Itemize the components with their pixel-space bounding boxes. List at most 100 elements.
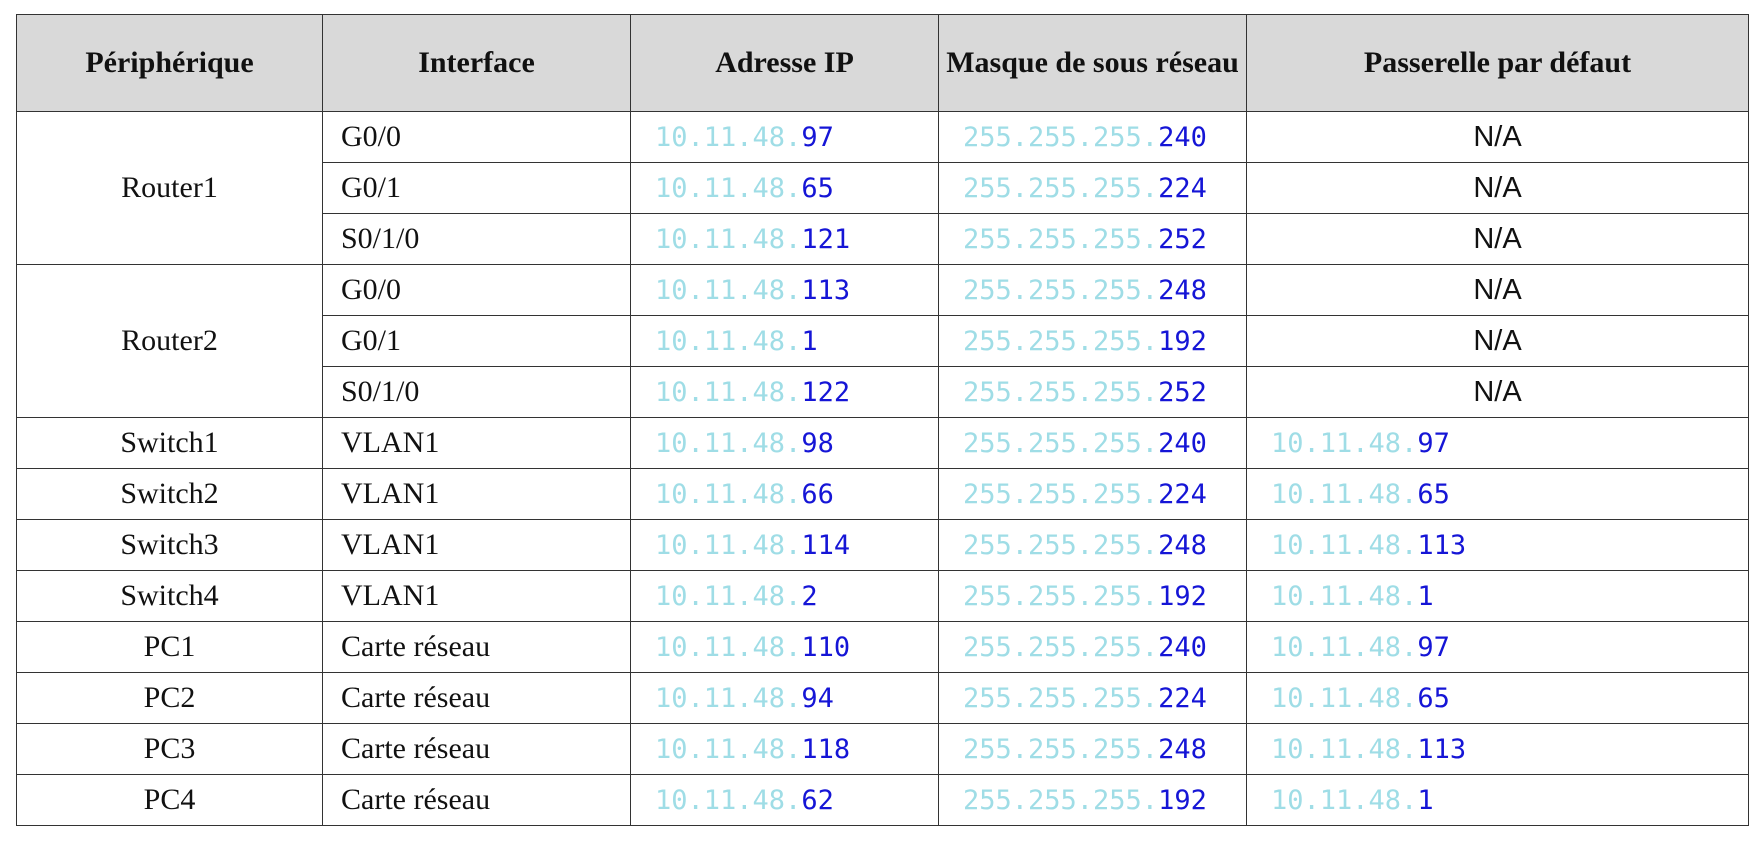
ip-prefix: 10.11.48. bbox=[655, 427, 802, 459]
addressing-table: Périphérique Interface Adresse IP Masque… bbox=[16, 14, 1749, 826]
ip-prefix: 10.11.48. bbox=[655, 121, 802, 153]
ip-suffix: 98 bbox=[801, 427, 834, 459]
mask-suffix: 224 bbox=[1158, 682, 1207, 714]
mask-prefix: 255.255.255. bbox=[963, 172, 1159, 204]
ip-address: 10.11.48.62 bbox=[630, 774, 939, 826]
ip-address: 10.11.48.114 bbox=[630, 519, 939, 571]
table-row: Switch1 VLAN1 10.11.48.98 255.255.255.240 10… bbox=[16, 417, 1749, 469]
ip-prefix: 10.11.48. bbox=[655, 682, 802, 714]
mask-prefix: 255.255.255. bbox=[963, 427, 1159, 459]
ip-prefix: 10.11.48. bbox=[655, 733, 802, 765]
ip-address: 10.11.48.98 bbox=[630, 417, 939, 469]
interface-name: VLAN1 bbox=[322, 519, 631, 571]
table-row: PC3 Carte réseau 10.11.48.118 255.255.255.2… bbox=[16, 723, 1749, 775]
ip-prefix: 10.11.48. bbox=[655, 478, 802, 510]
default-gateway: 10.11.48.97 bbox=[1246, 417, 1749, 469]
device-name: PC2 bbox=[16, 672, 323, 724]
ip-address: 10.11.48.113 bbox=[630, 264, 939, 316]
gateway-prefix: 10.11.48. bbox=[1271, 478, 1418, 510]
ip-suffix: 122 bbox=[801, 376, 851, 408]
gateway-suffix: 65 bbox=[1417, 478, 1450, 510]
subnet-mask: 255.255.255.248 bbox=[938, 264, 1247, 316]
header-gateway: Passerelle par défaut bbox=[1246, 14, 1749, 112]
mask-prefix: 255.255.255. bbox=[963, 682, 1159, 714]
ip-prefix: 10.11.48. bbox=[655, 223, 802, 255]
interface-name: G0/0 bbox=[322, 264, 631, 316]
ip-address: 10.11.48.66 bbox=[630, 468, 939, 520]
gateway-suffix: 113 bbox=[1417, 529, 1467, 561]
mask-prefix: 255.255.255. bbox=[963, 376, 1159, 408]
ip-prefix: 10.11.48. bbox=[655, 784, 802, 816]
ip-address: 10.11.48.118 bbox=[630, 723, 939, 775]
device-name: Switch4 bbox=[16, 570, 323, 622]
device-name: Router1 bbox=[16, 111, 323, 265]
default-gateway: N/A bbox=[1246, 111, 1749, 163]
mask-suffix: 240 bbox=[1158, 427, 1207, 459]
device-name: PC3 bbox=[16, 723, 323, 775]
mask-suffix: 248 bbox=[1158, 733, 1207, 765]
interface-name: S0/1/0 bbox=[322, 366, 631, 418]
subnet-mask: 255.255.255.248 bbox=[938, 723, 1247, 775]
default-gateway: N/A bbox=[1246, 213, 1749, 265]
subnet-mask: 255.255.255.252 bbox=[938, 213, 1247, 265]
ip-prefix: 10.11.48. bbox=[655, 631, 802, 663]
ip-suffix: 2 bbox=[801, 580, 818, 612]
ip-address: 10.11.48.110 bbox=[630, 621, 939, 673]
ip-address: 10.11.48.1 bbox=[630, 315, 939, 367]
interface-name: Carte réseau bbox=[322, 621, 631, 673]
header-mask: Masque de sous réseau bbox=[938, 14, 1247, 112]
ip-prefix: 10.11.48. bbox=[655, 274, 802, 306]
mask-prefix: 255.255.255. bbox=[963, 733, 1159, 765]
mask-suffix: 224 bbox=[1158, 172, 1207, 204]
device-name: Switch1 bbox=[16, 417, 323, 469]
mask-suffix: 240 bbox=[1158, 121, 1207, 153]
mask-suffix: 252 bbox=[1158, 223, 1207, 255]
interface-name: G0/1 bbox=[322, 162, 631, 214]
interface-name: Carte réseau bbox=[322, 672, 631, 724]
mask-suffix: 192 bbox=[1158, 325, 1207, 357]
default-gateway: 10.11.48.1 bbox=[1246, 774, 1749, 826]
ip-address: 10.11.48.65 bbox=[630, 162, 939, 214]
ip-suffix: 66 bbox=[801, 478, 834, 510]
ip-prefix: 10.11.48. bbox=[655, 529, 802, 561]
gateway-suffix: 97 bbox=[1417, 631, 1450, 663]
default-gateway: 10.11.48.97 bbox=[1246, 621, 1749, 673]
mask-prefix: 255.255.255. bbox=[963, 478, 1159, 510]
ip-suffix: 62 bbox=[801, 784, 834, 816]
subnet-mask: 255.255.255.192 bbox=[938, 774, 1247, 826]
gateway-prefix: 10.11.48. bbox=[1271, 529, 1418, 561]
mask-prefix: 255.255.255. bbox=[963, 274, 1159, 306]
table-row: Switch2 VLAN1 10.11.48.66 255.255.255.224 10… bbox=[16, 468, 1749, 520]
interface-name: Carte réseau bbox=[322, 774, 631, 826]
table-row: PC1 Carte réseau 10.11.48.110 255.255.255.2… bbox=[16, 621, 1749, 673]
default-gateway: 10.11.48.1 bbox=[1246, 570, 1749, 622]
mask-suffix: 252 bbox=[1158, 376, 1207, 408]
default-gateway: 10.11.48.65 bbox=[1246, 672, 1749, 724]
default-gateway: N/A bbox=[1246, 264, 1749, 316]
gateway-suffix: 1 bbox=[1417, 784, 1434, 816]
default-gateway: N/A bbox=[1246, 366, 1749, 418]
subnet-mask: 255.255.255.240 bbox=[938, 111, 1247, 163]
ip-suffix: 65 bbox=[801, 172, 834, 204]
table-row: Router2 G0/0 10.11.48.113 255.255.255.248 N/… bbox=[16, 264, 1749, 418]
ip-suffix: 113 bbox=[801, 274, 851, 306]
gateway-prefix: 10.11.48. bbox=[1271, 682, 1418, 714]
gateway-suffix: 65 bbox=[1417, 682, 1450, 714]
subnet-mask: 255.255.255.224 bbox=[938, 672, 1247, 724]
table-row: PC4 Carte réseau 10.11.48.62 255.255.255.19… bbox=[16, 774, 1749, 826]
gateway-suffix: 113 bbox=[1417, 733, 1467, 765]
interface-name: VLAN1 bbox=[322, 570, 631, 622]
subnet-mask: 255.255.255.224 bbox=[938, 468, 1247, 520]
gateway-suffix: 1 bbox=[1417, 580, 1434, 612]
mask-prefix: 255.255.255. bbox=[963, 529, 1159, 561]
table-row: G0/1 10.11.48.1 255.255.255.192 N/A bbox=[17, 315, 1749, 367]
default-gateway: N/A bbox=[1246, 162, 1749, 214]
interface-name: VLAN1 bbox=[322, 417, 631, 469]
mask-prefix: 255.255.255. bbox=[963, 121, 1159, 153]
gateway-prefix: 10.11.48. bbox=[1271, 427, 1418, 459]
ip-suffix: 110 bbox=[801, 631, 851, 663]
mask-suffix: 224 bbox=[1158, 478, 1207, 510]
interface-name: VLAN1 bbox=[322, 468, 631, 520]
gateway-prefix: 10.11.48. bbox=[1271, 580, 1418, 612]
ip-prefix: 10.11.48. bbox=[655, 172, 802, 204]
